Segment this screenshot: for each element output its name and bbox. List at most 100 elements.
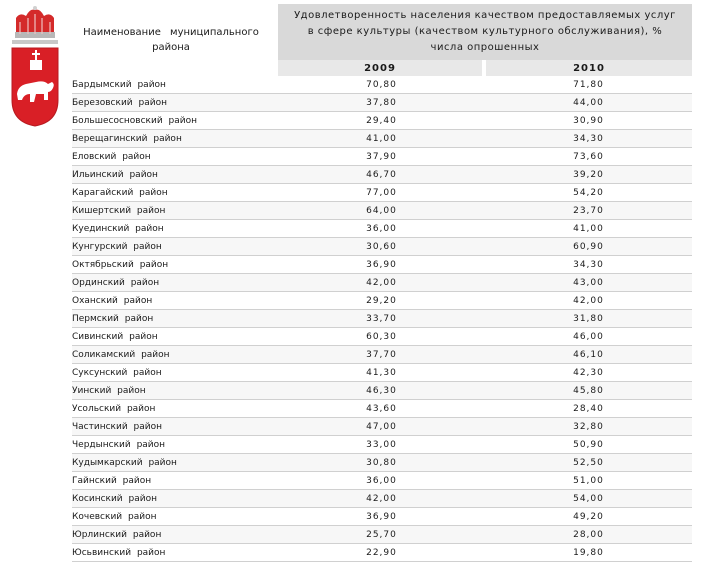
value-2009: 36,90: [278, 507, 485, 526]
value-2009: 37,90: [278, 147, 485, 166]
header-district-label: Наименование муниципального района: [83, 27, 259, 53]
value-2010: 41,00: [485, 219, 692, 238]
value-2010: 52,50: [485, 453, 692, 472]
table-row: Соликамский район 37,70 46,10: [72, 345, 692, 364]
value-2010: 45,80: [485, 381, 692, 400]
value-2009: 46,30: [278, 381, 485, 400]
value-2009: 70,80: [278, 76, 485, 94]
districts-table: Бардымский район 70,80 71,80 Березовский ра…: [72, 76, 692, 562]
value-2009: 30,60: [278, 237, 485, 256]
table-row: Уинский район 46,30 45,80: [72, 381, 692, 400]
district-name: Оханский район: [72, 291, 278, 310]
district-name: Юрлинский район: [72, 525, 278, 544]
value-2010: 23,70: [485, 201, 692, 220]
district-name: Карагайский район: [72, 183, 278, 202]
table-row: Оханский район 29,20 42,00: [72, 291, 692, 310]
district-name: Сивинский район: [72, 327, 278, 346]
value-2010: 44,00: [485, 93, 692, 112]
value-2009: 41,00: [278, 129, 485, 148]
districts-table-body: Бардымский район 70,80 71,80 Березовский ра…: [72, 76, 692, 562]
value-2010: 28,00: [485, 525, 692, 544]
table-row: Усольский район 43,60 28,40: [72, 399, 692, 418]
district-name: Усольский район: [72, 399, 278, 418]
table-row: Карагайский район 77,00 54,20: [72, 183, 692, 202]
district-name: Ильинский район: [72, 165, 278, 184]
value-2009: 47,00: [278, 417, 485, 436]
value-2010: 42,30: [485, 363, 692, 382]
table-row: Большесосновский район 29,40 30,90: [72, 111, 692, 130]
table-row: Чердынский район 33,00 50,90: [72, 435, 692, 454]
value-2009: 41,30: [278, 363, 485, 382]
district-name: Гайнский район: [72, 471, 278, 490]
value-2010: 46,00: [485, 327, 692, 346]
year-2010-header: 2010: [486, 60, 692, 76]
value-2009: 60,30: [278, 327, 485, 346]
crown-icon: [12, 6, 58, 44]
value-2010: 32,80: [485, 417, 692, 436]
district-name: Кунгурский район: [72, 237, 278, 256]
value-2009: 37,80: [278, 93, 485, 112]
header-district-column: Наименование муниципального района: [68, 4, 274, 76]
value-2009: 36,00: [278, 471, 485, 490]
table-row: Кудымкарский район 30,80 52,50: [72, 453, 692, 472]
district-name: Юсьвинский район: [72, 543, 278, 562]
value-2010: 19,80: [485, 543, 692, 562]
value-2010: 71,80: [485, 76, 692, 94]
value-2010: 73,60: [485, 147, 692, 166]
value-2009: 36,90: [278, 255, 485, 274]
value-2010: 30,90: [485, 111, 692, 130]
table-row: Юсьвинский район 22,90 19,80: [72, 543, 692, 562]
district-name: Косинский район: [72, 489, 278, 508]
value-2009: 30,80: [278, 453, 485, 472]
value-2009: 46,70: [278, 165, 485, 184]
district-name: Березовский район: [72, 93, 278, 112]
value-2009: 42,00: [278, 273, 485, 292]
table-row: Частинский район 47,00 32,80: [72, 417, 692, 436]
value-2010: 50,90: [485, 435, 692, 454]
table-row: Юрлинский район 25,70 28,00: [72, 525, 692, 544]
bear-icon: [17, 81, 54, 102]
coat-of-arms-icon: [11, 6, 59, 127]
table-row: Еловский район 37,90 73,60: [72, 147, 692, 166]
table-row: Кунгурский район 30,60 60,90: [72, 237, 692, 256]
year-header-row: 2009 2010: [278, 60, 692, 76]
value-2009: 42,00: [278, 489, 485, 508]
value-2009: 43,60: [278, 399, 485, 418]
value-2009: 64,00: [278, 201, 485, 220]
district-name: Ординский район: [72, 273, 278, 292]
district-name: Бардымский район: [72, 76, 278, 94]
value-2009: 77,00: [278, 183, 485, 202]
district-name: Пермский район: [72, 309, 278, 328]
district-name: Кудымкарский район: [72, 453, 278, 472]
district-name: Кишертский район: [72, 201, 278, 220]
table-row: Березовский район 37,80 44,00: [72, 93, 692, 112]
table-row: Косинский район 42,00 54,00: [72, 489, 692, 508]
value-2010: 54,20: [485, 183, 692, 202]
table-row: Сивинский район 60,30 46,00: [72, 327, 692, 346]
value-2009: 37,70: [278, 345, 485, 364]
district-name: Кочевский район: [72, 507, 278, 526]
cross-icon: [30, 50, 42, 70]
value-2009: 29,40: [278, 111, 485, 130]
value-2010: 54,00: [485, 489, 692, 508]
value-2010: 39,20: [485, 165, 692, 184]
table-row: Кишертский район 64,00 23,70: [72, 201, 692, 220]
value-2009: 25,70: [278, 525, 485, 544]
table-row: Гайнский район 36,00 51,00: [72, 471, 692, 490]
district-name: Суксунский район: [72, 363, 278, 382]
header-indicator-column: Удовлетворенность населения качеством пр…: [278, 4, 692, 60]
value-2009: 33,70: [278, 309, 485, 328]
value-2010: 31,80: [485, 309, 692, 328]
table-row: Пермский район 33,70 31,80: [72, 309, 692, 328]
header-indicator-label: Удовлетворенность населения качеством пр…: [294, 10, 676, 53]
value-2010: 46,10: [485, 345, 692, 364]
district-name: Частинский район: [72, 417, 278, 436]
value-2010: 51,00: [485, 471, 692, 490]
district-name: Куединский район: [72, 219, 278, 238]
district-name: Верещагинский район: [72, 129, 278, 148]
table-row: Ординский район 42,00 43,00: [72, 273, 692, 292]
table-row: Ильинский район 46,70 39,20: [72, 165, 692, 184]
value-2010: 28,40: [485, 399, 692, 418]
district-name: Соликамский район: [72, 345, 278, 364]
year-2009-header: 2009: [278, 60, 482, 76]
